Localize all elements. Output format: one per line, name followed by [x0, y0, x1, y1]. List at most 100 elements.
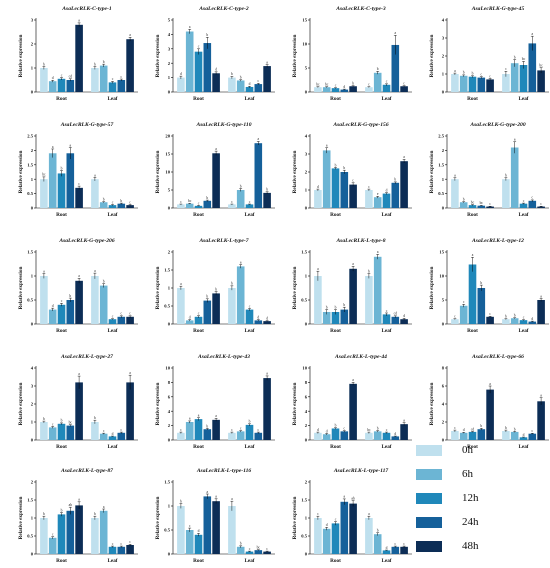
significance-label: c — [120, 542, 122, 546]
bar-root-6h — [185, 31, 194, 92]
bar-root-48h — [212, 419, 220, 440]
significance-label: b — [335, 424, 337, 428]
y-axis-label: Relative expression — [155, 497, 161, 540]
y-tick-label: 1.5 — [438, 162, 444, 167]
bar-leaf-24h — [117, 203, 126, 208]
significance-label: d — [52, 76, 54, 80]
significance-label: d — [249, 82, 251, 86]
chart-panel-3: AsaLecRLK-C-type-3 Relative expression 0 5 1… — [292, 6, 412, 102]
legend-item-48h: 48h — [416, 534, 536, 558]
y-tick-label: 3 — [442, 36, 445, 41]
x-category-label: Root — [193, 444, 204, 450]
bar-leaf-6h — [236, 431, 245, 440]
y-tick-label: 4 — [442, 18, 445, 23]
significance-label: c — [103, 429, 105, 433]
significance-label: a — [326, 144, 328, 148]
significance-label: b — [480, 281, 482, 285]
significance-label: b — [335, 305, 337, 309]
significance-label: a — [377, 250, 379, 254]
bar-root-0h — [314, 432, 322, 440]
significance-label: a — [403, 155, 405, 159]
x-category-label: Leaf — [244, 444, 254, 450]
bar-leaf-12h — [108, 319, 117, 324]
bar-root-48h — [212, 153, 220, 208]
y-tick-label: 8 — [168, 380, 171, 385]
y-tick-label: 4 — [305, 134, 308, 139]
bar-leaf-0h — [365, 518, 373, 554]
significance-label: b — [480, 424, 482, 428]
significance-label: d — [403, 314, 405, 318]
significance-label: c — [120, 312, 122, 316]
significance-label: b — [180, 499, 182, 503]
x-category-label: Root — [56, 444, 67, 450]
y-tick-label: 1.5 — [27, 250, 33, 255]
x-category-label: Leaf — [107, 96, 117, 102]
y-tick-label: 8 — [442, 366, 445, 371]
significance-label: c — [198, 201, 200, 205]
y-tick-label: 2 — [305, 170, 308, 175]
y-tick-label: 1 — [31, 66, 34, 71]
bar-root-24h — [66, 425, 75, 440]
bar-root-12h — [468, 264, 477, 324]
significance-label: c — [249, 304, 251, 308]
x-category-label: Root — [467, 96, 478, 102]
bar-root-0h — [451, 319, 459, 324]
significance-label: d — [317, 428, 319, 432]
bar-leaf-6h — [510, 147, 519, 208]
significance-label: c — [129, 540, 131, 544]
significance-label: a — [180, 282, 182, 286]
significance-label: bc — [522, 57, 526, 61]
x-category-label: Leaf — [381, 212, 391, 218]
bar-leaf-0h — [502, 431, 510, 440]
y-tick-label: 2 — [31, 148, 34, 153]
significance-label: c — [52, 533, 54, 537]
bar-leaf-12h — [245, 424, 254, 440]
y-tick-label: 5 — [305, 66, 308, 71]
x-category-label: Leaf — [107, 328, 117, 334]
significance-label: b — [43, 512, 45, 516]
bar-leaf-48h — [263, 66, 271, 92]
significance-label: b — [61, 166, 63, 170]
y-tick-label: 0.5 — [164, 528, 170, 533]
significance-label: cd — [471, 427, 475, 431]
y-tick-label: 1 — [168, 75, 171, 80]
bar-leaf-48h — [263, 321, 271, 324]
y-axis-label: Relative expression — [155, 35, 161, 78]
significance-label: c — [368, 83, 370, 87]
panel-title: AsaLecRLK-L-type-66 — [471, 354, 524, 360]
significance-label: d — [394, 432, 396, 436]
significance-label: a — [352, 378, 354, 382]
chart-panel-11: AsaLecRLK-L-type-8 Relative expression 0 0.… — [292, 238, 412, 334]
bar-leaf-0h — [228, 432, 236, 440]
y-axis-label: Relative expression — [292, 151, 298, 194]
bar-root-0h — [314, 518, 322, 554]
bar-leaf-48h — [263, 192, 271, 208]
bar-leaf-24h — [528, 43, 537, 92]
significance-label: a — [343, 495, 345, 499]
bar-root-6h — [48, 309, 57, 324]
bar-leaf-0h — [365, 190, 373, 208]
bar-root-12h — [194, 316, 203, 324]
significance-label: b — [343, 303, 345, 307]
bar-leaf-48h — [537, 300, 545, 324]
bar-root-0h — [314, 276, 322, 324]
y-tick-label: 0 — [31, 438, 34, 443]
y-tick-label: 0 — [31, 90, 34, 95]
y-axis-label: Relative expression — [429, 151, 435, 194]
significance-label: a — [266, 60, 268, 64]
chart-panel-10: AsaLecRLK-L-type-7 Relative expression 0 0.… — [155, 238, 275, 334]
y-tick-label: 2 — [168, 250, 171, 255]
bar-root-48h — [486, 79, 494, 92]
bar-leaf-0h — [228, 506, 236, 554]
significance-label: a — [394, 31, 396, 35]
y-tick-label: 5 — [168, 18, 171, 23]
y-tick-label: 2 — [305, 423, 308, 428]
significance-label: bc — [69, 421, 73, 425]
y-tick-label: 0 — [442, 438, 445, 443]
panel-title: AsaLecRLK-G-type-156 — [332, 122, 389, 128]
bar-root-48h — [75, 382, 83, 440]
panel-title: AsaLecRLK-L-type-117 — [333, 468, 389, 474]
bar-root-24h — [66, 153, 75, 208]
